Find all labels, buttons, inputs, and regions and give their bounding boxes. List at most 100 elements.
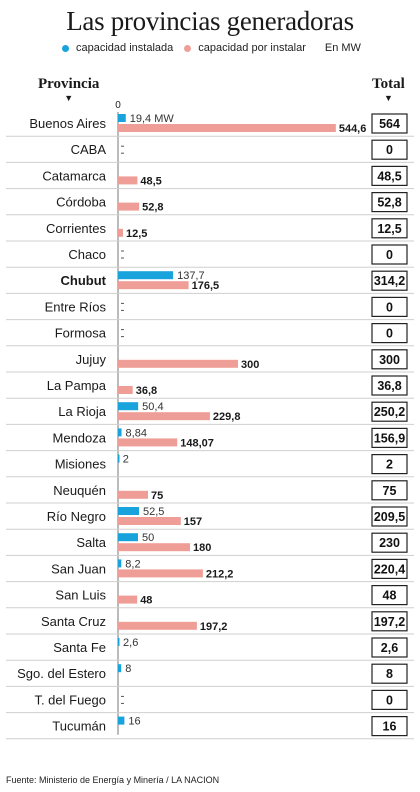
total-box-mendoza (371, 427, 408, 448)
total-box-san-luis (371, 584, 408, 606)
province-label-entre-rios: Entre Ríos (45, 299, 107, 314)
installed-bar-chubut (118, 271, 174, 280)
legend-to-install-label: capacidad por instalar (198, 42, 306, 54)
installed-bar-sgo-del-estero (118, 664, 122, 673)
total-value-corrientes: 12,5 (377, 222, 401, 236)
total-value-jujuy: 300 (379, 353, 400, 367)
to-install-bar-santa-cruz (118, 621, 197, 630)
province-label-t-del-fuego: T. del Fuego (34, 692, 106, 707)
total-box-chubut (371, 270, 408, 291)
installed-value-label-rio-negro: 52,5 (143, 506, 164, 518)
installed-value-label-san-juan: 8,2 (125, 558, 140, 570)
to-install-value-label-cordoba: 52,8 (142, 202, 163, 214)
province-label-sgo-del-estero: Sgo. del Estero (17, 666, 106, 681)
total-box-sgo-del-estero (371, 663, 408, 684)
total-header-label: Total (372, 76, 405, 92)
to-install-bar-mendoza (118, 438, 178, 447)
province-label-chubut: Chubut (61, 273, 107, 288)
to-install-bar-cordoba (118, 202, 140, 211)
installed-bar-salta (118, 533, 138, 542)
to-install-value-label-catamarca: 48,5 (140, 175, 161, 187)
installed-value-label-mendoza: 8,84 (126, 427, 147, 439)
total-value-entre-rios: 0 (386, 300, 393, 314)
installed-bar-tucuman (118, 716, 125, 725)
total-value-sgo-del-estero: 8 (386, 667, 393, 681)
installed-bar-buenos-aires (118, 114, 126, 122)
installed-value-label-tucuman: 16 (128, 716, 140, 728)
province-label-misiones: Misiones (55, 457, 107, 472)
to-install-value-label-buenos-aires: 544,6 (339, 123, 367, 135)
total-box-formosa (371, 323, 408, 344)
to-install-value-label-san-luis: 48 (140, 595, 152, 607)
total-box-corrientes (371, 218, 408, 239)
province-label-la-rioja: La Rioja (58, 404, 106, 419)
province-label-san-luis: San Luis (55, 588, 106, 603)
total-box-buenos-aires (371, 113, 408, 134)
total-value-neuquen: 75 (383, 484, 397, 498)
total-value-salta: 230 (379, 536, 400, 550)
total-box-salta (371, 532, 408, 553)
province-label-neuquen: Neuquén (53, 483, 106, 498)
total-value-chaco: 0 (386, 248, 393, 262)
chart-title: Las provincias generadoras (66, 6, 354, 36)
total-value-catamarca: 48,5 (377, 169, 401, 183)
to-install-value-label-mendoza: 148,07 (180, 437, 214, 449)
installed-value-label-sgo-del-estero: 8 (125, 663, 131, 675)
to-install-bar-san-luis (118, 595, 138, 604)
installed-value-label-misiones: 2 (123, 454, 129, 466)
province-label-santa-cruz: Santa Cruz (41, 614, 106, 629)
to-install-bar-chubut (118, 281, 189, 290)
total-value-misiones: 2 (386, 458, 393, 472)
total-box-neuquen (371, 480, 408, 501)
to-install-value-label-la-pampa: 36,8 (136, 385, 157, 397)
province-label-mendoza: Mendoza (53, 430, 107, 445)
to-install-value-label-neuquen: 75 (151, 490, 163, 502)
province-label-tucuman: Tucumán (52, 719, 106, 734)
total-box-la-pampa (371, 375, 408, 396)
total-box-misiones (371, 454, 408, 475)
total-box-jujuy (371, 349, 408, 370)
unit-label: En MW (324, 42, 361, 54)
province-label-caba: CABA (71, 142, 107, 157)
province-label-santa-fe: Santa Fe (53, 640, 106, 655)
to-install-bar-rio-negro (118, 517, 181, 525)
province-label-la-pampa: La Pampa (47, 378, 107, 393)
sort-down-icon: ▼ (383, 93, 393, 103)
province-label-buenos-aires: Buenos Aires (29, 116, 106, 131)
province-label-rio-negro: Río Negro (47, 509, 106, 524)
total-box-santa-cruz (371, 611, 408, 632)
to-install-value-label-santa-cruz: 197,2 (200, 621, 228, 633)
total-box-tucuman (371, 715, 408, 737)
to-install-bar-san-juan (118, 569, 203, 578)
to-install-bar-jujuy (118, 359, 238, 368)
to-install-bar-corrientes (118, 228, 123, 237)
to-install-value-label-la-rioja: 229,8 (213, 411, 241, 423)
total-box-la-rioja (371, 401, 408, 422)
installed-value-label-buenos-aires: 19,4 MW (130, 113, 175, 125)
total-box-cordoba (371, 192, 408, 213)
province-label-san-juan: San Juan (51, 561, 106, 576)
province-label-formosa: Formosa (55, 326, 107, 341)
total-value-buenos-aires: 564 (379, 117, 400, 131)
total-box-chaco (371, 244, 408, 265)
total-value-san-luis: 48 (383, 589, 397, 603)
total-value-la-pampa: 36,8 (377, 379, 401, 393)
installed-value-label-salta: 50 (142, 532, 154, 544)
installed-bar-la-rioja (118, 402, 139, 411)
total-box-catamarca (371, 165, 408, 186)
to-install-value-label-corrientes: 12,5 (126, 228, 147, 240)
installed-value-label-chubut: 137,7 (177, 270, 205, 282)
total-value-tucuman: 16 (383, 720, 397, 734)
source-note: Fuente: Ministerio de Energía y Minería … (6, 775, 220, 785)
total-box-entre-rios (371, 296, 408, 317)
to-install-value-label-jujuy: 300 (241, 359, 259, 371)
to-install-value-label-san-juan: 212,2 (206, 568, 234, 580)
to-install-bar-buenos-aires (118, 124, 336, 132)
province-header-label: Provincia (38, 76, 100, 92)
legend-installed-swatch (62, 44, 69, 52)
to-install-bar-neuquen (118, 490, 148, 499)
installed-bar-mendoza (118, 428, 122, 437)
legend: capacidad instalada capacidad por instal… (62, 42, 361, 54)
total-value-chubut: 314,2 (374, 274, 405, 288)
